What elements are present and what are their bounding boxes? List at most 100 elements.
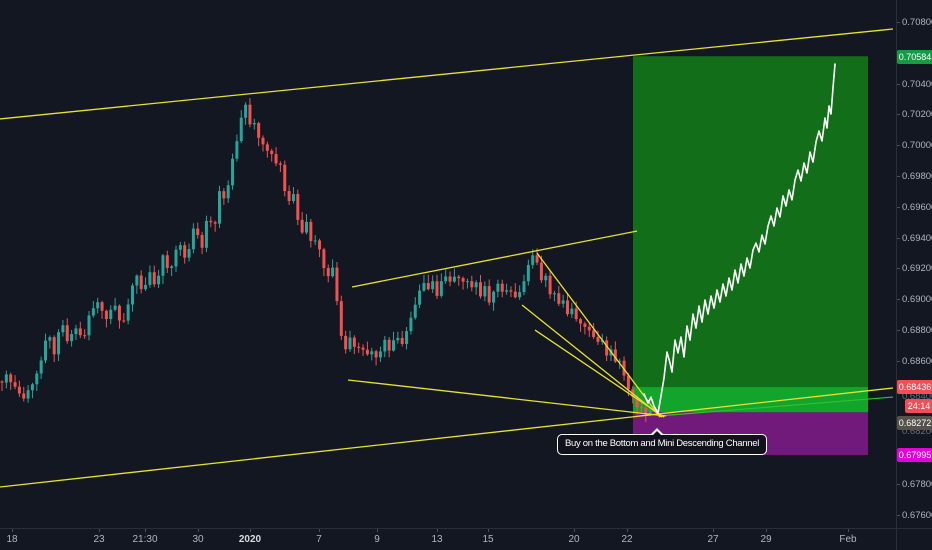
candle (135, 274, 139, 294)
candle (505, 283, 509, 295)
candle (557, 286, 561, 307)
candle (496, 279, 500, 298)
candle (426, 274, 430, 291)
candle (422, 274, 426, 292)
candle (0, 380, 4, 392)
time-tick-label: 15 (482, 534, 494, 545)
candle (291, 187, 295, 204)
candle (309, 218, 313, 248)
candle (287, 185, 291, 205)
candle (231, 153, 235, 190)
candle (122, 313, 126, 323)
time-tick-dash-icon (145, 529, 146, 532)
candle (378, 346, 382, 363)
candle (96, 297, 100, 314)
candle (178, 241, 182, 256)
candle (335, 261, 339, 306)
tick-dash-icon (897, 145, 900, 147)
major-channel-bottom[interactable] (0, 387, 894, 488)
mini-channel-bottom[interactable] (347, 379, 667, 417)
mini-channel-third[interactable] (534, 329, 665, 418)
tick-dash-icon (897, 83, 900, 85)
candle (322, 247, 326, 277)
candle (439, 273, 443, 298)
candle (605, 336, 609, 362)
candle (278, 161, 282, 173)
candle (326, 264, 330, 283)
candle (113, 297, 117, 312)
time-tick-dash-icon (848, 529, 849, 532)
mini-channel-mid[interactable] (521, 304, 663, 418)
candle (218, 185, 221, 228)
candle (509, 286, 513, 298)
candle (48, 335, 52, 349)
tick-dash-icon (897, 484, 900, 485)
candle (70, 329, 74, 347)
time-tick-dash-icon (627, 529, 628, 532)
candle (170, 264, 174, 277)
candle (361, 344, 365, 357)
candle (526, 259, 530, 286)
green-target-ray[interactable] (657, 396, 894, 417)
candle (17, 380, 21, 397)
candle (465, 278, 469, 289)
mid-rising-trendline[interactable] (351, 230, 638, 288)
projection-price-line[interactable] (643, 63, 836, 414)
candle (544, 273, 548, 288)
candle (400, 330, 404, 347)
candle (548, 270, 552, 299)
candle (392, 331, 395, 352)
candle (152, 265, 156, 288)
candle (405, 327, 409, 350)
time-tick-label: 27 (707, 534, 719, 545)
candle (222, 188, 226, 205)
time-tick-dash-icon (198, 529, 199, 532)
candle (74, 324, 78, 340)
candle (252, 118, 256, 130)
time-tick-label: 9 (374, 534, 380, 545)
candle (52, 335, 56, 363)
candle (196, 222, 200, 239)
candle (518, 285, 522, 300)
time-tick-label: 13 (431, 534, 443, 545)
candle (313, 235, 317, 246)
tick-dash-icon (897, 268, 900, 270)
time-tick-label: 20 (568, 534, 580, 545)
time-tick-dash-icon (99, 529, 100, 532)
candle (579, 317, 583, 332)
candle (200, 231, 204, 255)
candle (561, 294, 565, 308)
candle (65, 318, 69, 344)
major-channel-top[interactable] (0, 28, 894, 120)
time-tick-label: 30 (192, 534, 204, 545)
mini-channel-top[interactable] (536, 252, 661, 418)
candle (396, 331, 400, 344)
candle (213, 220, 217, 232)
candle (13, 375, 17, 390)
time-tick-dash-icon (12, 529, 13, 532)
time-tick-label: 7 (316, 534, 322, 545)
candle (144, 277, 148, 291)
tooltip-label: Buy on the Bottom and Mini Descending Ch… (565, 438, 760, 449)
candle (357, 342, 361, 353)
candle (22, 386, 26, 402)
time-axis[interactable]: 18 23 21:30 30 2020 7 9 13 15 20 22 27 29 Feb (0, 528, 896, 550)
candle (331, 259, 335, 278)
candle (318, 238, 322, 258)
candle (452, 268, 456, 283)
chart-canvas[interactable]: Buy on the Bottom and Mini Descending Ch… (0, 0, 896, 528)
time-tick-dash-icon (319, 529, 320, 532)
tick-dash-icon (897, 206, 900, 208)
candle (226, 180, 230, 203)
candle (444, 269, 448, 284)
drawing-tooltip: Buy on the Bottom and Mini Descending Ch… (557, 428, 768, 455)
candle (413, 297, 417, 320)
purple-box-bottom-price-label: 0.67995 (897, 448, 932, 462)
candle (9, 372, 13, 390)
tick-dash-icon (897, 360, 900, 362)
